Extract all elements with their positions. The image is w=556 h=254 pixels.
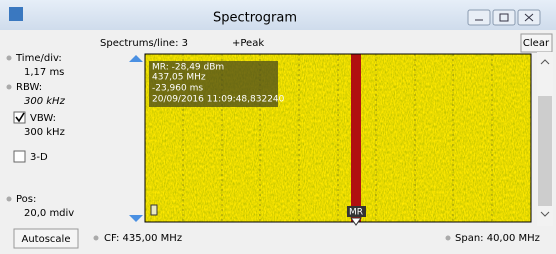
- autoscale-label: Autoscale: [22, 234, 71, 245]
- span: Span: 40,00 MHz: [455, 233, 540, 244]
- center-frequency: CF: 435,00 MHz: [104, 233, 182, 244]
- bullet: [7, 197, 12, 202]
- clear-button-label: Clear: [523, 38, 550, 49]
- app-icon: [9, 7, 23, 21]
- bullet: [7, 85, 12, 90]
- pos-value: 20,0 mdiv: [24, 208, 74, 219]
- time-div-value: 1,17 ms: [24, 67, 64, 78]
- rbw-label: RBW:: [16, 82, 42, 93]
- signal-trace: [351, 54, 361, 222]
- bullet: [7, 56, 12, 61]
- time-div-label: Time/div:: [15, 53, 62, 64]
- marker-info-line: 437,05 MHz: [152, 73, 206, 83]
- marker-icon: [151, 205, 157, 215]
- vbw-value: 300 kHz: [24, 127, 65, 138]
- marker-label: MR: [349, 208, 363, 218]
- level-up-arrow[interactable]: [129, 55, 143, 62]
- minimize-button[interactable]: [468, 10, 490, 25]
- window-canvas: Spectrogram Spectrums/line: 3 +Peak Clea…: [0, 0, 556, 254]
- marker-info-line: MR: -28,49 dBm: [152, 63, 224, 73]
- bullet: [94, 236, 99, 241]
- scrollbar-thumb[interactable]: [538, 96, 552, 206]
- three-d-label: 3-D: [30, 152, 48, 163]
- spectrogram-window: Spectrogram Spectrums/line: 3 +Peak Clea…: [0, 0, 556, 254]
- bullet: [446, 236, 451, 241]
- spectrums-per-line: Spectrums/line: 3: [100, 38, 188, 49]
- level-down-arrow[interactable]: [129, 215, 143, 222]
- three-d-checkbox[interactable]: [14, 151, 25, 162]
- rbw-value: 300 kHz: [24, 96, 66, 107]
- marker-info-line: 20/09/2016 11:09:48,832240: [152, 95, 285, 105]
- window-title: Spectrogram: [213, 11, 297, 26]
- detector: +Peak: [232, 38, 264, 49]
- pos-label: Pos:: [16, 194, 36, 205]
- marker-info-line: -23,960 ms: [152, 84, 203, 94]
- vbw-label: VBW:: [30, 113, 56, 124]
- maximize-button[interactable]: [493, 10, 515, 25]
